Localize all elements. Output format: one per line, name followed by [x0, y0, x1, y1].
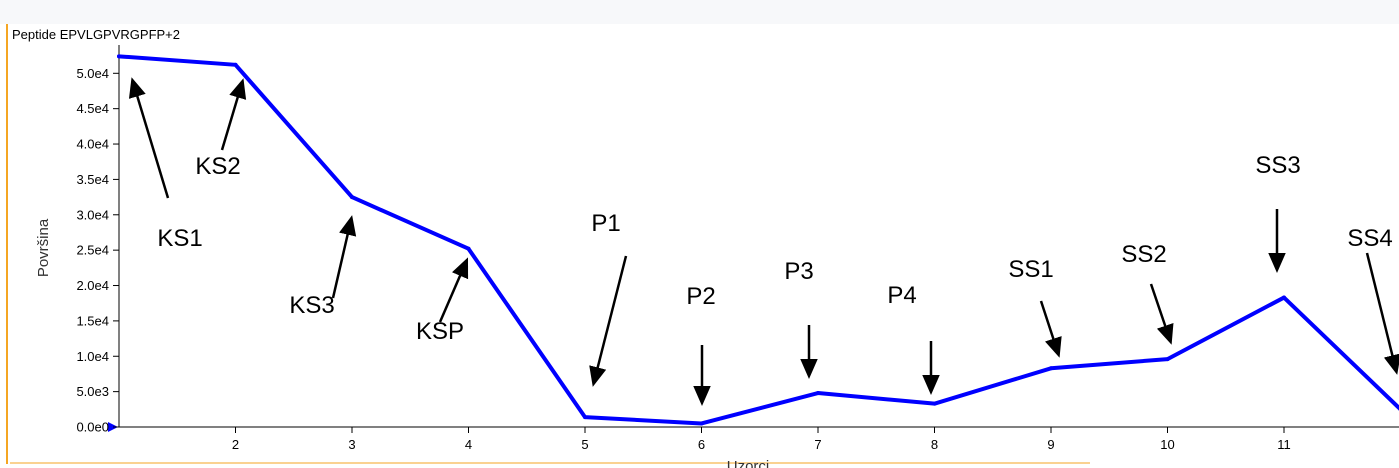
- annotation-label: SS1: [1008, 256, 1053, 283]
- chart-title: Peptide EPVLGPVRGPFP+2: [12, 27, 180, 42]
- y-tick-label: 0.0e0: [76, 420, 109, 435]
- y-tick-label: 4.0e4: [76, 137, 109, 152]
- data-point: [233, 62, 238, 67]
- annotation-arrow: [1149, 283, 1174, 345]
- y-tick-label: 5.0e4: [76, 66, 109, 81]
- annotation-label: KSP: [416, 318, 464, 345]
- x-tick-label: 7: [814, 437, 821, 452]
- y-axis-ticks: 0.0e0 5.0e3 1.0e4 1.5e4 2.0e4 2.5e4 3.0e4 3.5e4…: [76, 66, 119, 435]
- annotation-arrow: [128, 77, 170, 199]
- x-tick-label: 9: [1047, 437, 1054, 452]
- x-tick-label: 10: [1160, 437, 1174, 452]
- annotation-label: P3: [784, 258, 813, 285]
- annotation-label: P2: [686, 283, 715, 310]
- annotation-layer: KS1 KS2 KS3 KSP P1 P2 P3 P4 SS1 SS2 SS3 SS4: [128, 77, 1399, 406]
- x-tick-label: 6: [698, 437, 705, 452]
- data-point: [699, 421, 704, 426]
- annotation-label: P4: [887, 282, 916, 309]
- x-tick-label: 8: [931, 437, 938, 452]
- data-point: [1049, 366, 1053, 371]
- y-tick-label: 3.5e4: [76, 172, 109, 187]
- series-layer: [117, 54, 1399, 426]
- y-axis-title: Površina: [35, 218, 52, 277]
- annotation-label: SS3: [1255, 152, 1300, 179]
- y-tick-label: 2.5e4: [76, 243, 109, 258]
- x-axis-title: Uzorci: [727, 458, 770, 468]
- annotation-arrow: [331, 215, 357, 299]
- data-point: [117, 54, 121, 59]
- top-band: [0, 0, 1399, 24]
- annotation-label: SS2: [1121, 241, 1166, 268]
- x-tick-label: 4: [465, 437, 472, 452]
- annotation-arrow: [438, 257, 469, 323]
- annotation-arrow: [589, 255, 628, 387]
- series-line: [117, 54, 1399, 426]
- annotation-label: KS1: [157, 225, 202, 252]
- annotation-label: KS2: [195, 153, 240, 180]
- bottom-edge-accent: [10, 462, 1090, 464]
- x-tick-label: 11: [1277, 437, 1291, 452]
- y-tick-label: 2.0e4: [76, 278, 109, 293]
- x-tick-label: 3: [348, 437, 355, 452]
- annotation-label: KS3: [289, 292, 334, 319]
- x-tick-label: 5: [581, 437, 588, 452]
- data-point: [816, 391, 820, 396]
- x-tick-label: 2: [232, 437, 239, 452]
- annotation-arrow: [1039, 300, 1062, 358]
- annotation-label: P1: [591, 210, 620, 237]
- x-axis-ticks: 2 3 4 5 6 7 8 9 10 11: [232, 427, 1291, 452]
- data-point: [466, 246, 471, 251]
- annotation-arrow: [220, 78, 247, 151]
- y-tick-label: 1.0e4: [76, 349, 109, 364]
- left-edge-accent: [6, 24, 8, 464]
- annotation-arrow: [1365, 252, 1399, 375]
- y-tick-label: 5.0e3: [76, 384, 109, 399]
- data-point: [583, 415, 587, 420]
- y-tick-label: 3.0e4: [76, 207, 109, 222]
- y-tick-label: 1.5e4: [76, 313, 109, 328]
- data-point: [1165, 357, 1170, 362]
- data-point: [350, 195, 354, 200]
- data-point: [932, 401, 937, 406]
- y-tick-label: 4.5e4: [76, 101, 109, 116]
- data-point: [1282, 295, 1286, 300]
- annotation-label: SS4: [1347, 225, 1392, 252]
